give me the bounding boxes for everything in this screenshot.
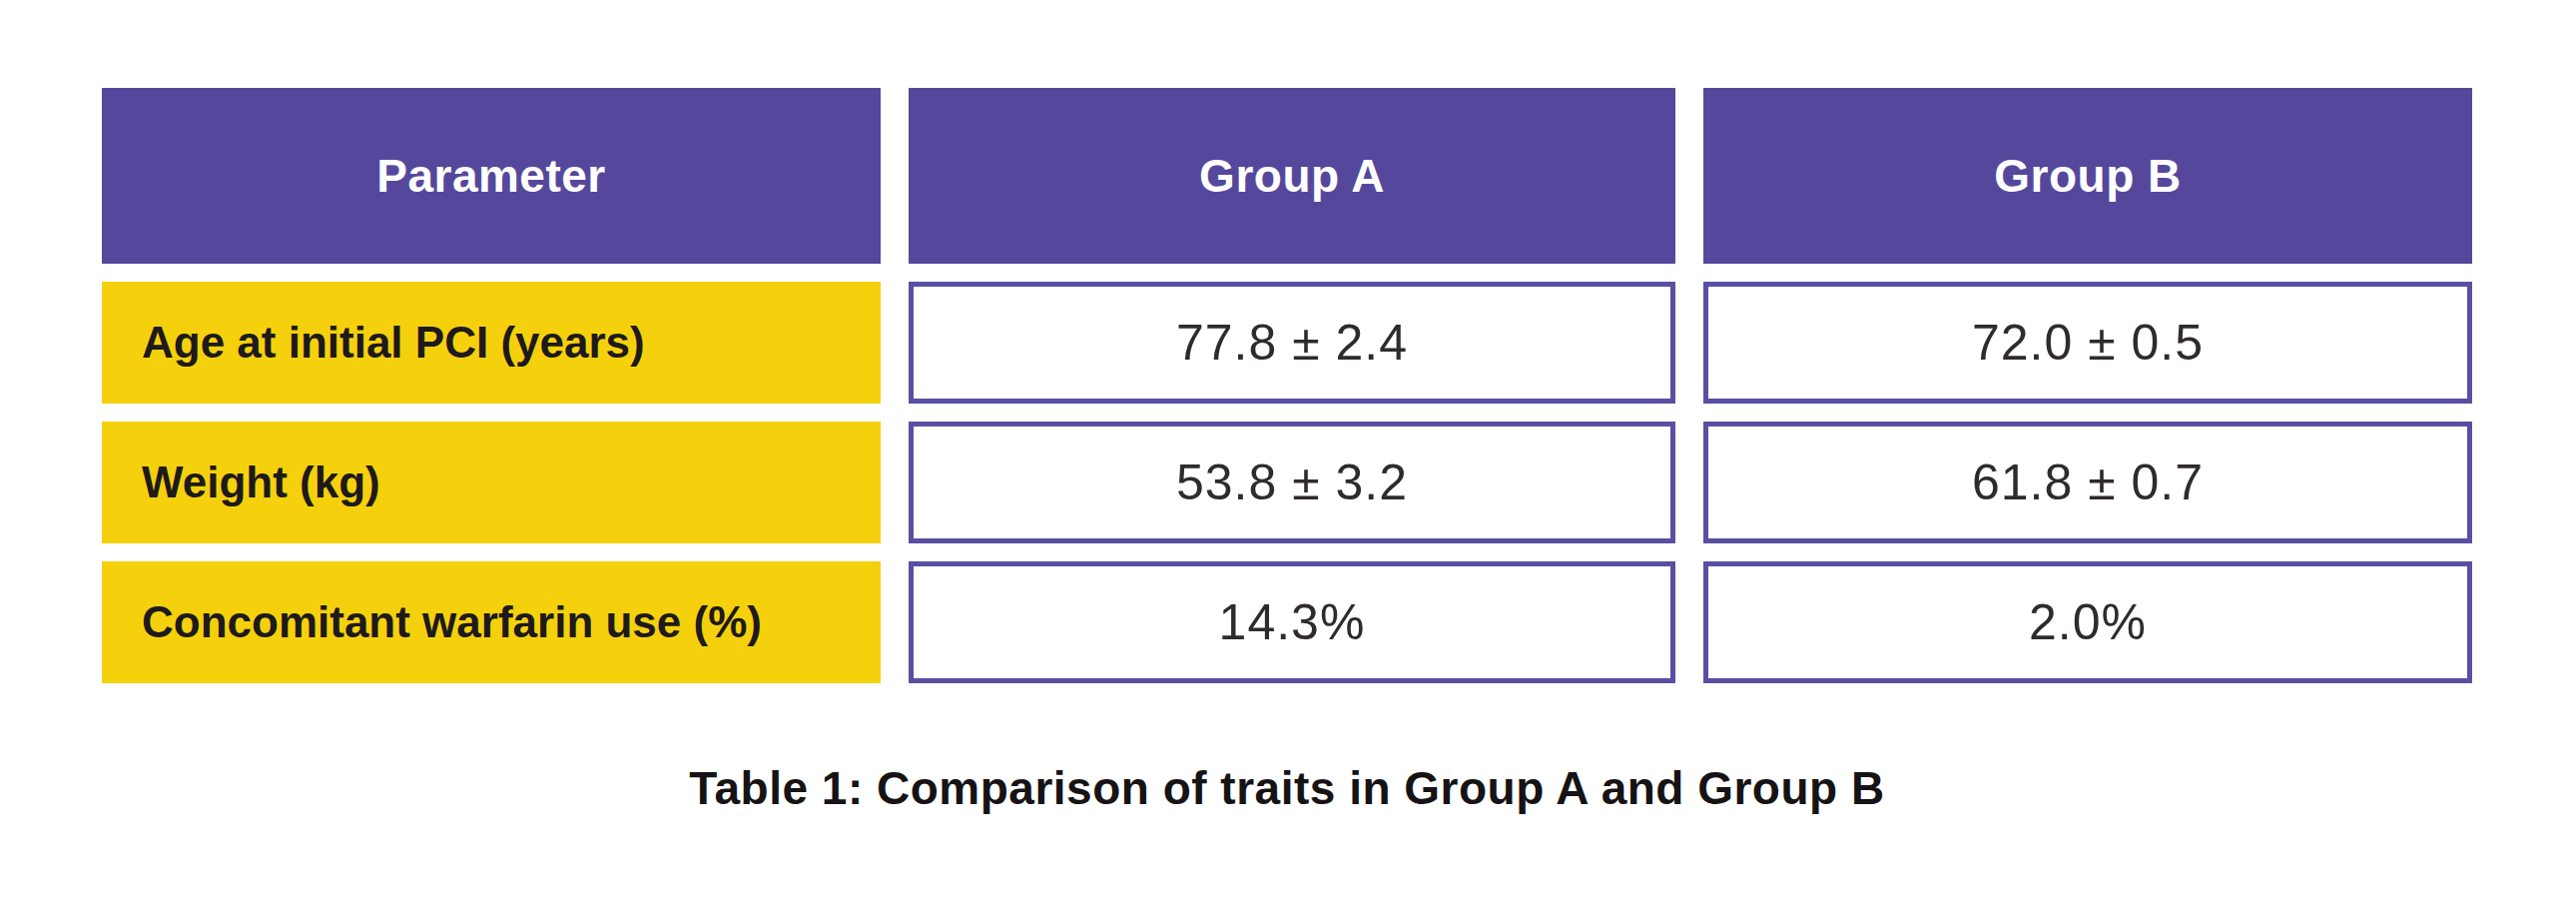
comparison-table: Parameter Group A Group B Age at initial…: [102, 88, 2472, 683]
value-weight-group-b-text: 61.8 ± 0.7: [1972, 454, 2204, 511]
row-label-age-text: Age at initial PCI (years): [142, 318, 645, 368]
value-warfarin-group-b-text: 2.0%: [2029, 593, 2147, 651]
value-warfarin-group-b: 2.0%: [1703, 561, 2472, 683]
column-header-parameter-label: Parameter: [376, 149, 606, 203]
value-age-group-b: 72.0 ± 0.5: [1703, 282, 2472, 404]
table-caption: Table 1: Comparison of traits in Group A…: [102, 761, 2472, 815]
row-label-warfarin: Concomitant warfarin use (%): [102, 561, 881, 683]
row-label-warfarin-text: Concomitant warfarin use (%): [142, 597, 762, 647]
page-background: Parameter Group A Group B Age at initial…: [0, 0, 2576, 907]
value-weight-group-a: 53.8 ± 3.2: [909, 422, 1675, 543]
value-weight-group-a-text: 53.8 ± 3.2: [1176, 454, 1408, 511]
row-label-age: Age at initial PCI (years): [102, 282, 881, 404]
value-age-group-b-text: 72.0 ± 0.5: [1972, 314, 2204, 372]
value-warfarin-group-a-text: 14.3%: [1219, 593, 1366, 651]
column-header-group-a: Group A: [909, 88, 1675, 264]
column-header-group-a-label: Group A: [1199, 149, 1385, 203]
row-label-weight: Weight (kg): [102, 422, 881, 543]
row-label-weight-text: Weight (kg): [142, 457, 380, 507]
column-header-group-b-label: Group B: [1994, 149, 2181, 203]
value-age-group-a: 77.8 ± 2.4: [909, 282, 1675, 404]
value-age-group-a-text: 77.8 ± 2.4: [1176, 314, 1408, 372]
column-header-group-b: Group B: [1703, 88, 2472, 264]
value-weight-group-b: 61.8 ± 0.7: [1703, 422, 2472, 543]
column-header-parameter: Parameter: [102, 88, 881, 264]
value-warfarin-group-a: 14.3%: [909, 561, 1675, 683]
